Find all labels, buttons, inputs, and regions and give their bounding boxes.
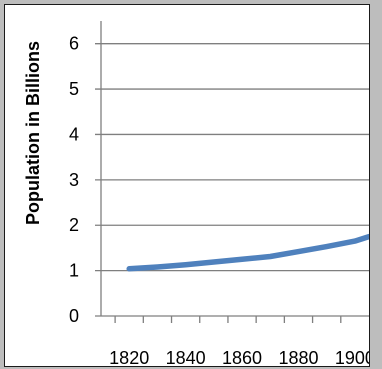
y-tick-label: 0	[69, 306, 79, 326]
x-tick-label: 1840	[166, 348, 206, 366]
series-line	[126, 233, 369, 272]
x-tick-label: 1860	[222, 348, 262, 366]
y-tick-label: 2	[69, 215, 79, 235]
y-tick-label: 4	[69, 124, 79, 144]
chart-frame: 0 1 2 3 4 5 6 1820 1840 1860 1880 1900 Population …	[4, 4, 370, 367]
x-tick-label: 1900	[335, 348, 369, 366]
gridlines	[95, 43, 369, 272]
x-tick-label: 1820	[109, 348, 149, 366]
y-tick-labels: 0 1 2 3 4 5 6	[69, 34, 79, 326]
population-line-chart: 0 1 2 3 4 5 6 1820 1840 1860 1880 1900 Population …	[23, 21, 369, 366]
series	[126, 233, 369, 272]
y-tick-label: 6	[69, 34, 79, 54]
y-tick-label: 5	[69, 79, 79, 99]
y-axis-label: Population in Billions	[23, 41, 43, 225]
y-tick-label: 1	[69, 261, 79, 281]
x-tick-label: 1880	[278, 348, 318, 366]
axes	[95, 21, 369, 323]
x-tick-labels: 1820 1840 1860 1880 1900	[109, 348, 369, 366]
y-tick-label: 3	[69, 170, 79, 190]
